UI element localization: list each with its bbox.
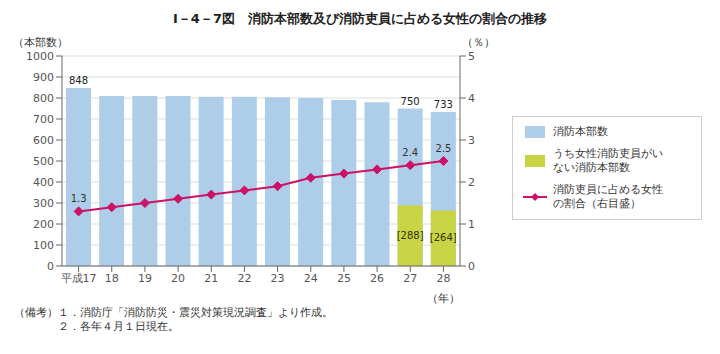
svg-text:[288]: [288] — [397, 230, 424, 241]
svg-text:平成17: 平成17 — [61, 272, 97, 285]
svg-text:（年）: （年） — [427, 292, 460, 305]
svg-text:600: 600 — [33, 134, 54, 147]
html-text:I－4－7図 消防本部数及び消防吏員に占める女性の割合の推移: I－4－7図 消防本部数及び消防吏員に占める女性の割合の推移 — [173, 11, 547, 26]
svg-text:（本部数）: （本部数） — [13, 36, 68, 49]
svg-text:500: 500 — [33, 155, 54, 168]
svg-text:100: 100 — [33, 239, 54, 252]
svg-text:1.3: 1.3 — [71, 193, 87, 204]
svg-text:[264]: [264] — [430, 232, 457, 243]
svg-text:900: 900 — [33, 71, 54, 84]
svg-text:20: 20 — [171, 272, 185, 285]
svg-text:24: 24 — [304, 272, 318, 285]
svg-text:2.5: 2.5 — [435, 143, 451, 154]
svg-text:27: 27 — [403, 272, 417, 285]
svg-text:0: 0 — [468, 260, 475, 273]
svg-text:3: 3 — [468, 134, 475, 147]
svg-text:200: 200 — [33, 218, 54, 231]
svg-text:23: 23 — [271, 272, 285, 285]
svg-text:19: 19 — [138, 272, 152, 285]
svg-text:22: 22 — [237, 272, 251, 285]
svg-text:25: 25 — [337, 272, 351, 285]
svg-text:26: 26 — [370, 272, 384, 285]
svg-text:2: 2 — [468, 176, 475, 189]
svg-text:1: 1 — [468, 218, 475, 231]
svg-text:5: 5 — [468, 50, 475, 63]
svg-text:28: 28 — [436, 272, 450, 285]
svg-text:300: 300 — [33, 197, 54, 210]
svg-text:2.4: 2.4 — [402, 147, 418, 158]
svg-text:18: 18 — [105, 272, 119, 285]
svg-text:0: 0 — [47, 260, 54, 273]
svg-text:848: 848 — [69, 75, 88, 86]
svg-text:750: 750 — [401, 96, 420, 107]
html-text:消防本部数: 消防本部数 — [553, 125, 608, 138]
svg-text:700: 700 — [33, 113, 54, 126]
html-text:うち女性消防吏員がい ない消防本部数: うち女性消防吏員がい ない消防本部数 — [553, 147, 663, 174]
svg-text:733: 733 — [434, 99, 453, 110]
svg-text:21: 21 — [204, 272, 218, 285]
svg-text:800: 800 — [33, 92, 54, 105]
svg-text:1000: 1000 — [26, 50, 54, 63]
svg-text:4: 4 — [468, 92, 475, 105]
svg-text:（％）: （％） — [462, 36, 495, 49]
html-text:（備考）１．消防庁「消防防災・震災対策現況調査」より作成。: （備考）１．消防庁「消防防災・震災対策現況調査」より作成。 — [14, 306, 333, 319]
html-text:消防吏員に占める女性 の割合（右目盛）: 消防吏員に占める女性 の割合（右目盛） — [553, 183, 663, 210]
svg-text:400: 400 — [33, 176, 54, 189]
html-text:２．各年４月１日現在。: ２．各年４月１日現在。 — [14, 320, 179, 333]
